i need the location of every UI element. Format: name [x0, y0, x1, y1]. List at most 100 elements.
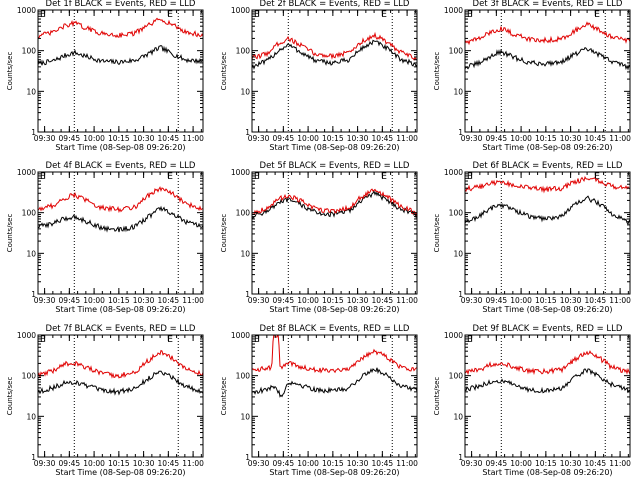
- events-series-line: [465, 47, 630, 71]
- x-tick-label: 10:00: [83, 296, 105, 305]
- y-tick-label: 1000: [17, 168, 36, 177]
- y-tick-label: 10: [453, 412, 463, 421]
- y-axis-label: Counts/sec: [6, 52, 14, 91]
- x-tick-label: 10:00: [297, 459, 319, 468]
- y-tick-label: 10: [26, 412, 36, 421]
- y-axis-label: Counts/sec: [433, 377, 441, 416]
- y-tick-label: 1000: [231, 331, 250, 340]
- lld-series-line: [465, 350, 630, 376]
- marker-right-label: E: [594, 172, 600, 182]
- x-tick-label: 10:45: [372, 134, 394, 143]
- x-tick-label: 10:30: [560, 459, 582, 468]
- panel-title: Det 1f BLACK = Events, RED = LLD: [46, 0, 196, 9]
- x-tick-label: 10:30: [560, 134, 582, 143]
- marker-right-label: E: [594, 335, 600, 345]
- x-tick-label: 09:45: [59, 296, 81, 305]
- y-tick-label: 1: [458, 128, 463, 137]
- x-tick-label: 10:00: [510, 459, 532, 468]
- x-tick-label: 11:00: [182, 459, 204, 468]
- y-tick-label: 1000: [231, 168, 250, 177]
- marker-left-label: E: [40, 172, 46, 182]
- x-tick-label: 10:30: [347, 459, 369, 468]
- x-tick-label: 10:30: [133, 296, 155, 305]
- panel-title: Det 3f BLACK = Events, RED = LLD: [473, 0, 623, 9]
- y-tick-label: 10: [240, 249, 250, 258]
- marker-left-label: E: [254, 172, 260, 182]
- x-axis-label: Start Time (08-Sep-08 09:26:20): [269, 305, 399, 314]
- y-tick-label: 1000: [444, 331, 463, 340]
- panel-title: Det 8f BLACK = Events, RED = LLD: [260, 324, 410, 334]
- x-tick-label: 10:45: [585, 296, 607, 305]
- events-series-line: [38, 205, 203, 233]
- x-tick-label: 09:45: [59, 134, 81, 143]
- x-axis-label: Start Time (08-Sep-08 09:26:20): [269, 468, 399, 477]
- y-tick-label: 100: [449, 47, 464, 56]
- y-tick-label: 1000: [444, 6, 463, 15]
- events-series-line: [38, 370, 203, 396]
- x-tick-label: 10:00: [510, 134, 532, 143]
- x-tick-label: 10:45: [372, 296, 394, 305]
- x-tick-label: 10:00: [297, 134, 319, 143]
- x-tick-label: 10:30: [133, 459, 155, 468]
- marker-left-label: E: [254, 10, 260, 20]
- marker-right-label: E: [167, 10, 173, 20]
- plot-frame: [464, 334, 631, 458]
- x-tick-label: 09:30: [461, 296, 483, 305]
- x-tick-label: 10:30: [560, 296, 582, 305]
- x-tick-label: 09:30: [34, 459, 56, 468]
- y-tick-label: 1: [31, 453, 36, 462]
- x-axis-label: Start Time (08-Sep-08 09:26:20): [269, 143, 399, 152]
- marker-left-label: E: [467, 172, 473, 182]
- y-tick-label: 1: [31, 290, 36, 299]
- x-tick-label: 10:30: [347, 134, 369, 143]
- marker-right-label: E: [594, 10, 600, 20]
- y-tick-label: 1: [31, 128, 36, 137]
- y-axis-label: Counts/sec: [6, 377, 14, 416]
- x-tick-label: 09:30: [461, 459, 483, 468]
- marker-left-label: E: [40, 335, 46, 345]
- y-tick-label: 10: [453, 249, 463, 258]
- lld-series-line: [465, 176, 630, 194]
- events-series-line: [252, 190, 417, 219]
- marker-left-label: E: [467, 10, 473, 20]
- y-tick-label: 1: [245, 290, 250, 299]
- panel-title: Det 2f BLACK = Events, RED = LLD: [260, 0, 410, 9]
- x-tick-label: 10:45: [158, 296, 180, 305]
- y-axis-label: Counts/sec: [433, 214, 441, 253]
- x-tick-label: 09:45: [273, 459, 295, 468]
- lld-series-line: [252, 31, 417, 61]
- plot-frame: [37, 171, 204, 295]
- x-tick-label: 11:00: [182, 296, 204, 305]
- y-axis-label: Counts/sec: [220, 377, 228, 416]
- x-tick-label: 10:15: [322, 459, 344, 468]
- events-series-line: [465, 195, 630, 225]
- y-tick-label: 100: [22, 372, 37, 381]
- x-tick-label: 11:00: [396, 296, 418, 305]
- plot-frame: [464, 9, 631, 133]
- y-axis-label: Counts/sec: [6, 214, 14, 253]
- x-tick-label: 10:15: [535, 459, 557, 468]
- y-axis-label: Counts/sec: [220, 52, 228, 91]
- x-tick-label: 09:30: [34, 296, 56, 305]
- x-axis-label: Start Time (08-Sep-08 09:26:20): [55, 143, 185, 152]
- x-tick-label: 10:15: [108, 459, 130, 468]
- marker-right-label: E: [381, 10, 387, 20]
- events-series-line: [252, 367, 417, 398]
- y-axis-label: Counts/sec: [433, 52, 441, 91]
- x-tick-label: 10:00: [83, 459, 105, 468]
- x-tick-label: 09:30: [461, 134, 483, 143]
- x-tick-label: 11:00: [609, 459, 631, 468]
- x-tick-label: 09:45: [59, 459, 81, 468]
- plot-frame: [464, 171, 631, 295]
- y-tick-label: 100: [236, 209, 251, 218]
- plot-frame: [251, 334, 418, 458]
- x-tick-label: 09:30: [248, 296, 270, 305]
- x-tick-label: 10:45: [158, 459, 180, 468]
- x-axis-label: Start Time (08-Sep-08 09:26:20): [55, 305, 185, 314]
